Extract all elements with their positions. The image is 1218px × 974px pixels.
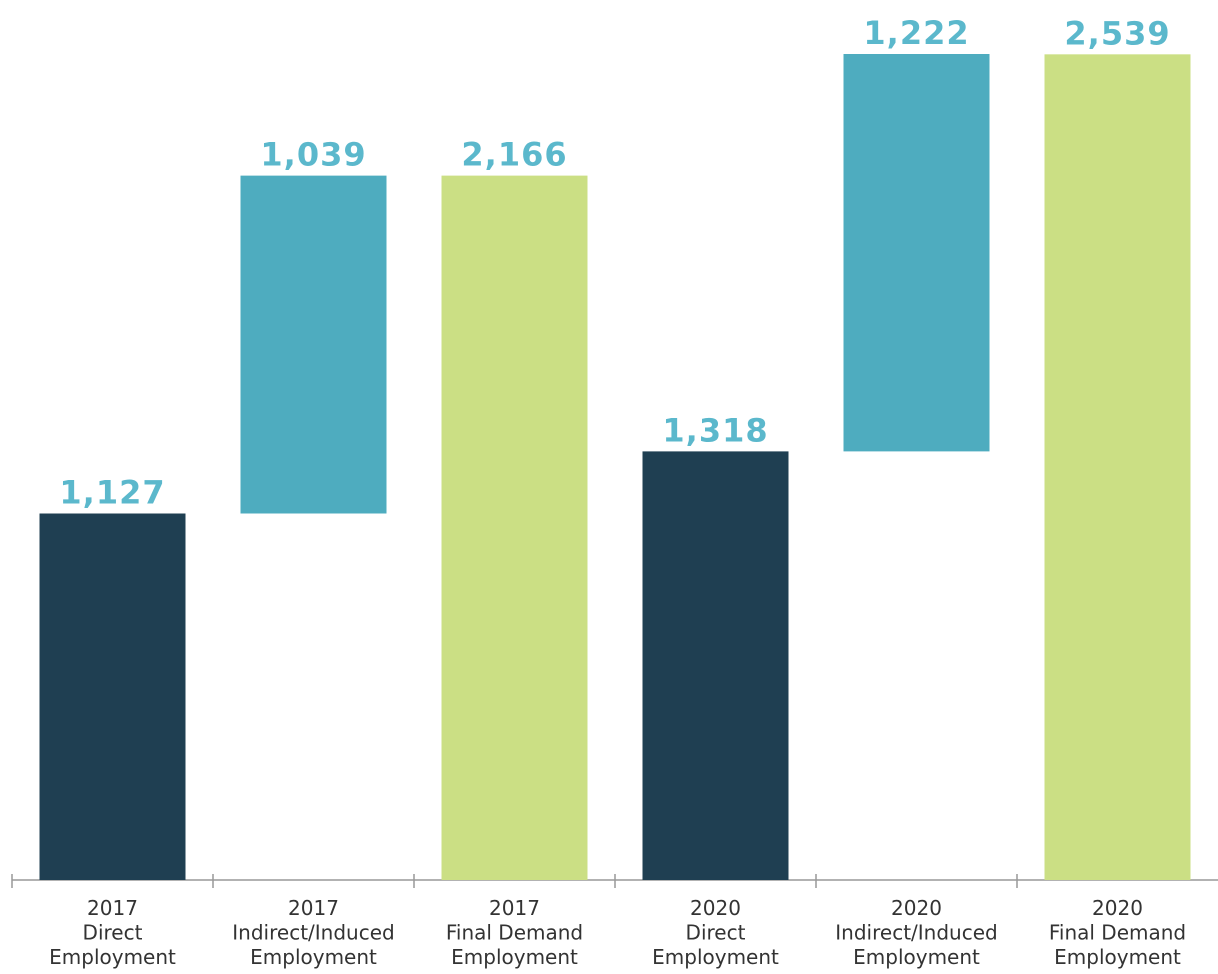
value-label: 1,127	[59, 474, 165, 512]
bar	[1044, 54, 1191, 880]
x-tick-label-line: Employment	[250, 945, 377, 969]
bar	[843, 54, 990, 452]
x-tick-label-line: 2020	[1092, 896, 1143, 920]
x-tick-label-line: Direct	[83, 921, 143, 945]
x-tick-label-line: Final Demand	[1049, 921, 1186, 945]
value-label: 1,222	[863, 14, 969, 52]
x-tick-label-line: Employment	[49, 945, 176, 969]
x-tick-label-line: Employment	[652, 945, 779, 969]
x-tick-label: 2017 Indirect/Induced Employment	[232, 896, 394, 969]
x-tick-label-line: Indirect/Induced	[835, 921, 997, 945]
value-label: 1,318	[662, 411, 768, 449]
x-tick-label: 2020 Indirect/Induced Employment	[835, 896, 997, 969]
bar	[441, 175, 588, 880]
x-tick-label: 2017 Final Demand Employment	[446, 896, 583, 969]
value-label: 2,166	[461, 136, 567, 174]
x-tick-label-line: Employment	[451, 945, 578, 969]
x-tick-label-line: Employment	[853, 945, 980, 969]
x-tick-label-line: 2020	[891, 896, 942, 920]
bar	[39, 513, 186, 880]
x-tick-label: 2017 Direct Employment	[49, 896, 176, 969]
x-tick-label-line: 2017	[489, 896, 540, 920]
value-label: 2,539	[1064, 14, 1170, 52]
value-label: 1,039	[260, 136, 366, 174]
bar	[240, 175, 387, 514]
x-tick-label: 2020 Final Demand Employment	[1049, 896, 1186, 969]
x-tick-label-line: 2017	[288, 896, 339, 920]
x-tick-label-line: Direct	[686, 921, 746, 945]
x-tick-label-line: 2020	[690, 896, 741, 920]
bar	[642, 451, 789, 880]
x-tick-label-line: Final Demand	[446, 921, 583, 945]
x-tick-label-line: 2017	[87, 896, 138, 920]
x-tick-label-line: Indirect/Induced	[232, 921, 394, 945]
x-tick-label: 2020 Direct Employment	[652, 896, 779, 969]
x-tick-label-line: Employment	[1054, 945, 1181, 969]
